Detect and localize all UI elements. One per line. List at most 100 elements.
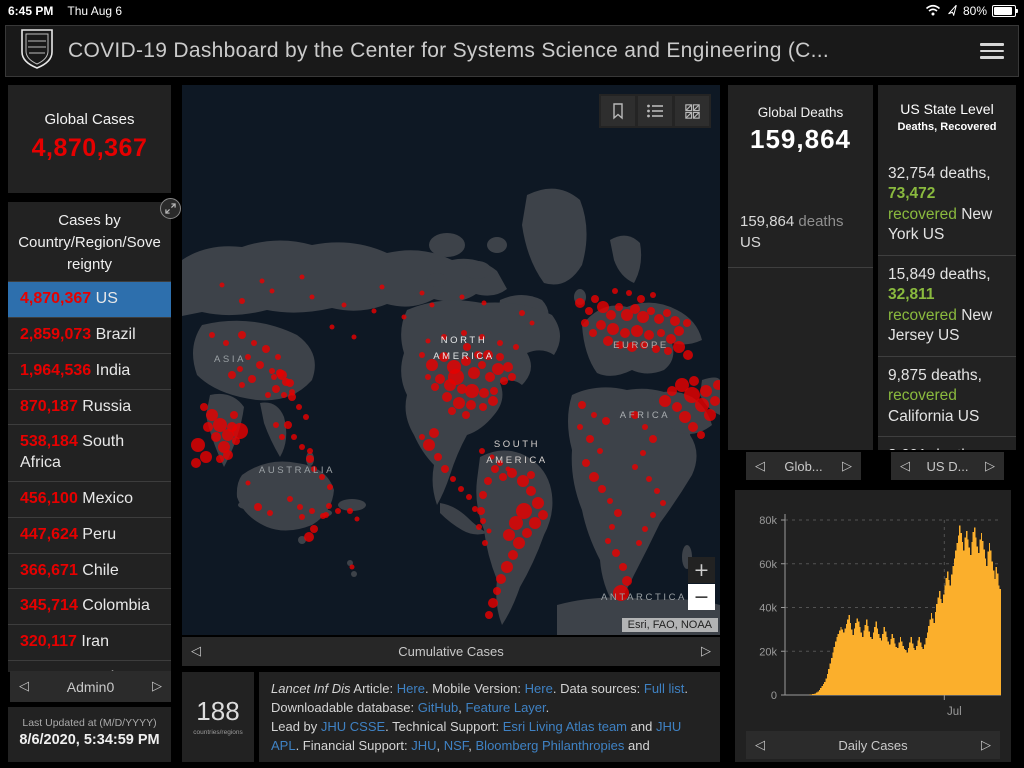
svg-text:AMERICA: AMERICA — [486, 455, 547, 466]
page-title: COVID-19 Dashboard by the Center for Sys… — [68, 39, 830, 62]
last-updated-value: 8/6/2020, 5:34:59 PM — [19, 732, 160, 748]
svg-text:AUSTRALIA: AUSTRALIA — [259, 465, 335, 476]
pager-prev-icon[interactable]: ◁ — [755, 737, 765, 753]
country-row-colombia[interactable]: 345,714 Colombia — [8, 588, 171, 624]
map-pager: ◁ Cumulative Cases ▷ — [182, 637, 720, 666]
country-name: US — [91, 290, 118, 308]
state-row-new-jersey-us[interactable]: 15,849 deaths, 32,811 recovered New Jers… — [878, 256, 1016, 357]
continent-labels: ASIA NORTH AMERICA EUROPE AFRICA SOUTH AMERICA… — [214, 335, 687, 603]
info-text: and — [624, 737, 650, 753]
countries-count-value: 188 — [196, 696, 240, 726]
country-row-mexico[interactable]: 456,100 Mexico — [8, 481, 171, 517]
country-row-brazil[interactable]: 2,859,073 Brazil — [8, 317, 171, 353]
battery-percent: 80% — [962, 4, 987, 18]
country-row-south-africa[interactable]: 538,184 South Africa — [8, 424, 171, 481]
us-state-title: US State Level — [900, 101, 994, 117]
pager-next-icon[interactable]: ▷ — [152, 679, 162, 694]
map-attribution: Esri, FAO, NOAA — [621, 618, 718, 632]
country-row-us[interactable]: 4,870,367 US — [8, 281, 171, 318]
deaths-place: US — [740, 234, 761, 251]
us-state-list: 32,754 deaths, 73,472 recovered New York… — [878, 155, 1016, 450]
basemap-gallery-icon[interactable] — [675, 96, 709, 126]
info-text: . Data sources: — [552, 681, 644, 696]
info-link[interactable]: GitHub — [417, 699, 459, 715]
info-link[interactable]: JHU — [411, 737, 437, 753]
info-link[interactable]: Full list — [643, 681, 685, 696]
map-canvas[interactable]: ASIA NORTH AMERICA EUROPE AFRICA SOUTH AMERICA… — [182, 85, 720, 635]
pager-prev-icon[interactable]: ◁ — [755, 458, 765, 474]
country-row-russia[interactable]: 870,187 Russia — [8, 388, 171, 425]
info-link[interactable]: Esri Living Atlas team — [502, 718, 628, 734]
country-row-spain[interactable]: 309,855 Spain — [8, 660, 171, 672]
wifi-icon — [925, 4, 941, 19]
last-updated-label: Last Updated at (M/D/YYYY) — [22, 717, 157, 729]
country-name: Mexico — [77, 490, 133, 508]
global-deaths-pager: ◁ Glob... ▷ — [746, 452, 861, 480]
info-link[interactable]: Here — [524, 681, 553, 696]
info-text: . — [545, 699, 550, 715]
global-deaths-title: Global Deaths — [757, 105, 844, 120]
pager-next-icon[interactable]: ▷ — [985, 458, 995, 474]
map-toolbar — [599, 94, 711, 128]
countries-count-panel: 188 countries/regions — [182, 672, 254, 762]
info-text: . Financial Support: — [295, 737, 412, 753]
bookmark-icon[interactable] — [601, 96, 635, 126]
chart-pager-label: Daily Cases — [838, 737, 908, 753]
chart-pager: ◁ Daily Cases ▷ — [746, 731, 1000, 759]
zoom-in-button[interactable]: + — [688, 557, 715, 583]
country-row-peru[interactable]: 447,624 Peru — [8, 516, 171, 553]
svg-text:AMERICA: AMERICA — [433, 351, 494, 362]
state-row-new-york-us[interactable]: 32,754 deaths, 73,472 recovered New York… — [878, 155, 1016, 256]
pager-prev-icon[interactable]: ◁ — [900, 458, 910, 474]
svg-text:NORTH: NORTH — [441, 335, 488, 346]
jhu-logo — [20, 28, 54, 75]
info-text: Lancet Inf Dis — [271, 681, 351, 696]
pager-next-icon[interactable]: ▷ — [981, 737, 991, 753]
country-row-chile[interactable]: 366,671 Chile — [8, 552, 171, 589]
zoom-out-button[interactable]: − — [688, 584, 715, 610]
country-cases-value: 309,855 — [20, 669, 78, 672]
country-cases-value: 870,187 — [20, 397, 78, 415]
country-cases-value: 320,117 — [20, 633, 77, 651]
info-links-panel: Lancet Inf Dis Article: Here. Mobile Ver… — [259, 672, 720, 762]
world-map[interactable]: ASIA NORTH AMERICA EUROPE AFRICA SOUTH AMERICA… — [182, 85, 720, 635]
info-link[interactable]: JHU APL — [271, 718, 682, 753]
info-link[interactable]: NSF — [443, 737, 469, 753]
menu-icon[interactable] — [980, 43, 1004, 59]
map-zoom-controls: + − — [688, 557, 715, 610]
svg-text:AFRICA: AFRICA — [620, 410, 670, 421]
country-row-india[interactable]: 1,964,536 India — [8, 352, 171, 389]
svg-text:SOUTH: SOUTH — [494, 439, 540, 450]
country-list-title: Cases by Country/Region/Sovereignty — [18, 212, 161, 273]
country-cases-value: 4,870,367 — [20, 290, 92, 308]
svg-text:EUROPE: EUROPE — [613, 340, 669, 351]
expand-icon[interactable] — [160, 198, 181, 219]
global-cases-title: Global Cases — [44, 111, 135, 128]
country-name: Spain — [78, 669, 123, 672]
pager-label: Admin0 — [66, 678, 115, 695]
info-link[interactable]: Here — [396, 681, 425, 696]
country-name: India — [91, 361, 131, 379]
country-name: Colombia — [77, 597, 150, 615]
global-deaths-item[interactable]: 159,864 deaths US — [728, 203, 873, 268]
state-row-california-us[interactable]: 9,875 deaths, recovered California US — [878, 357, 1016, 437]
country-cases-value: 456,100 — [20, 490, 78, 508]
pager-prev-icon[interactable]: ◁ — [191, 644, 201, 659]
pager-next-icon[interactable]: ▷ — [701, 644, 711, 659]
svg-text:40k: 40k — [759, 603, 777, 615]
pager-next-icon[interactable]: ▷ — [842, 458, 852, 474]
info-link[interactable]: Feature Layer — [465, 699, 546, 715]
svg-text:Jul: Jul — [947, 706, 962, 718]
info-link[interactable]: Bloomberg Philanthropies — [475, 737, 625, 753]
legend-list-icon[interactable] — [638, 96, 672, 126]
last-updated-panel: Last Updated at (M/D/YYYY) 8/6/2020, 5:3… — [8, 707, 171, 762]
country-list-pager: ◁ Admin0 ▷ — [10, 671, 171, 702]
battery-icon — [992, 5, 1018, 17]
country-list: 4,870,367 US 2,859,073 Brazil 1,964,536 In… — [8, 281, 171, 672]
country-row-iran[interactable]: 320,117 Iran — [8, 624, 171, 660]
state-row[interactable]: 8,691 deaths, 99,021 recovered — [878, 437, 1016, 450]
map-pager-label: Cumulative Cases — [398, 644, 504, 659]
info-link[interactable]: JHU CSSE — [320, 718, 386, 734]
pager-prev-icon[interactable]: ◁ — [19, 679, 29, 694]
svg-text:ANTARCTICA: ANTARCTICA — [601, 592, 687, 603]
